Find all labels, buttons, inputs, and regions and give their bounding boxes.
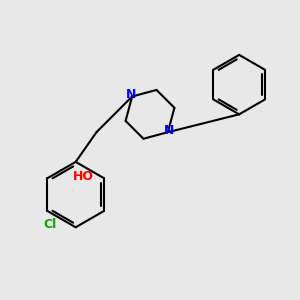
Text: Cl: Cl	[44, 218, 57, 231]
Text: N: N	[164, 124, 175, 137]
Text: HO: HO	[73, 170, 94, 183]
Text: N: N	[125, 88, 136, 101]
